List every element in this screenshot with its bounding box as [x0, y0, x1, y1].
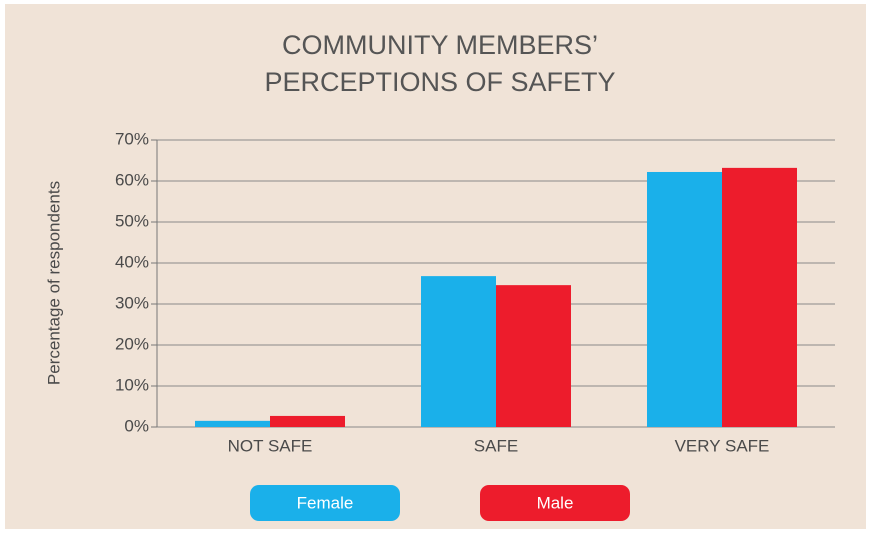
x-tick-label: NOT SAFE	[228, 436, 313, 455]
legend-label: Female	[297, 493, 354, 512]
y-tick-label: 20%	[115, 334, 149, 353]
y-tick-label: 50%	[115, 211, 149, 230]
legend-swatch	[250, 485, 400, 521]
chart-title: PERCEPTIONS OF SAFETY	[264, 67, 615, 97]
y-axis-label: Percentage of respondents	[44, 181, 63, 385]
bar	[647, 171, 722, 427]
legend-label: Male	[537, 493, 574, 512]
y-tick-label: 40%	[115, 252, 149, 271]
x-tick-label: VERY SAFE	[675, 436, 770, 455]
bar	[195, 420, 270, 427]
bar	[496, 285, 571, 427]
y-tick-label: 10%	[115, 375, 149, 394]
bar	[421, 276, 496, 427]
legend-swatch	[480, 485, 630, 521]
y-tick-label: 30%	[115, 293, 149, 312]
y-tick-label: 60%	[115, 170, 149, 189]
y-tick-label: 70%	[115, 129, 149, 148]
bar	[270, 415, 345, 427]
x-tick-label: SAFE	[474, 436, 518, 455]
bar	[722, 167, 797, 427]
chart-title: COMMUNITY MEMBERS’	[282, 30, 598, 60]
y-tick-label: 0%	[124, 416, 149, 435]
